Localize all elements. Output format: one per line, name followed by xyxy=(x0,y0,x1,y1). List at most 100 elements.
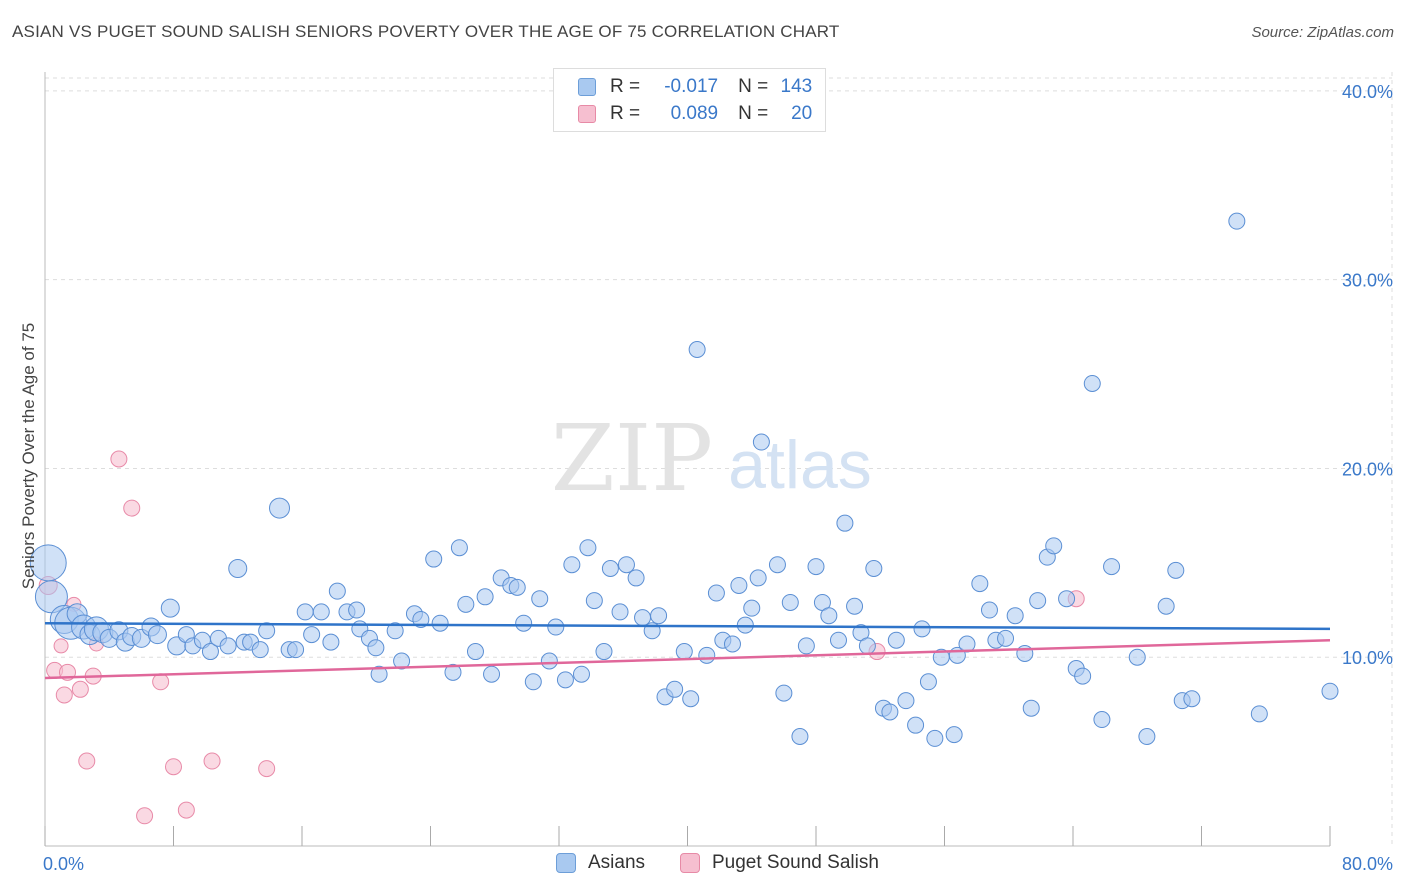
legend-row-asians: R = -0.017 N = 143 xyxy=(578,75,812,99)
data-point-asian xyxy=(650,607,668,625)
data-point-asian xyxy=(1183,690,1201,708)
y-tick-label: 10.0% xyxy=(1342,648,1393,668)
data-point-asian xyxy=(971,575,989,593)
data-point-asian xyxy=(476,588,494,606)
data-point-asian xyxy=(367,639,385,657)
series-asians xyxy=(29,212,1339,747)
y-axis-label: Seniors Poverty Over the Age of 75 xyxy=(19,323,38,589)
data-point-salish xyxy=(203,752,221,770)
data-point-asian xyxy=(370,665,388,683)
grid-lines xyxy=(45,72,1393,846)
data-point-asian xyxy=(752,433,770,451)
data-point-asian xyxy=(466,643,484,661)
data-point-asian xyxy=(919,673,937,691)
tick-labels: 10.0% 20.0% 30.0% 40.0% 0.0% 80.0% xyxy=(43,82,1393,874)
data-point-salish xyxy=(123,499,141,517)
data-point-asian xyxy=(228,558,248,578)
data-point-asian xyxy=(797,637,815,655)
data-point-asian xyxy=(579,539,597,557)
data-point-asian xyxy=(322,633,340,651)
data-point-asian xyxy=(634,609,652,627)
legend-r-value: 0.089 xyxy=(670,103,719,124)
data-point-asian xyxy=(913,620,931,638)
legend-n-value: 20 xyxy=(791,103,813,124)
legend-item-salish[interactable]: Puget Sound Salish xyxy=(680,852,879,874)
data-point-asian xyxy=(768,556,786,574)
data-point-asian xyxy=(450,539,468,557)
legend-item-asians[interactable]: Asians xyxy=(556,852,645,874)
data-point-asian xyxy=(858,637,876,655)
x-tick-label: 0.0% xyxy=(43,854,84,874)
data-point-salish xyxy=(110,450,128,468)
data-point-asian xyxy=(386,622,404,640)
correlation-legend: R = -0.017 N = 143 R = 0.089 N = 20 xyxy=(553,68,826,132)
data-point-salish xyxy=(165,758,182,776)
legend-label-asians: Asians xyxy=(588,852,646,873)
data-point-asian xyxy=(945,726,963,744)
data-point-asian xyxy=(483,665,501,683)
data-point-salish xyxy=(53,638,69,654)
data-point-asian xyxy=(666,680,684,698)
y-tick-label: 40.0% xyxy=(1342,82,1393,102)
legend-r-value: -0.017 xyxy=(664,76,719,97)
data-point-asian xyxy=(563,556,581,574)
data-point-salish xyxy=(78,752,96,770)
data-point-asian xyxy=(698,646,716,664)
data-point-asian xyxy=(743,599,761,617)
data-point-asian xyxy=(303,626,321,644)
data-point-asian xyxy=(601,559,619,577)
data-point-asian xyxy=(393,652,411,670)
data-point-asian xyxy=(219,637,237,655)
data-point-asian xyxy=(897,692,915,710)
data-point-asian xyxy=(201,643,219,661)
data-point-asian xyxy=(1138,728,1156,746)
data-point-asian xyxy=(425,550,443,568)
watermark-atlas: atlas xyxy=(728,427,872,503)
data-point-asian xyxy=(997,629,1015,647)
data-point-asian xyxy=(730,576,748,594)
data-point-salish xyxy=(55,686,73,704)
data-point-asian xyxy=(749,569,767,587)
data-point-asian xyxy=(296,603,314,621)
legend-swatch-asians xyxy=(556,853,576,873)
data-point-asian xyxy=(1058,590,1076,608)
data-point-salish xyxy=(258,760,276,778)
data-point-asian xyxy=(585,592,603,610)
data-point-asian xyxy=(781,593,799,611)
series-legend: Asians Puget Sound Salish xyxy=(0,852,1406,878)
data-point-asian xyxy=(515,614,533,632)
data-point-asian xyxy=(775,684,793,702)
data-point-asian xyxy=(820,607,838,625)
data-point-asian xyxy=(1128,648,1146,666)
data-point-asian xyxy=(1167,561,1185,579)
data-point-asian xyxy=(312,603,330,621)
legend-n-label: N = xyxy=(738,103,769,124)
data-point-asian xyxy=(572,665,590,683)
data-point-asian xyxy=(524,673,542,691)
data-point-salish xyxy=(152,673,170,691)
data-point-asian xyxy=(675,643,693,661)
data-point-salish xyxy=(177,801,195,819)
data-point-asian xyxy=(829,631,847,649)
data-point-salish xyxy=(136,807,154,825)
data-point-asian xyxy=(1029,592,1047,610)
trend-line-asians xyxy=(44,621,1331,631)
legend-n-label: N = xyxy=(738,76,769,97)
data-point-asian xyxy=(926,729,944,747)
data-point-asian xyxy=(1321,682,1339,700)
data-point-asian xyxy=(444,663,462,681)
trend-lines xyxy=(44,621,1331,680)
chart-title: ASIAN VS PUGET SOUND SALISH SENIORS POVE… xyxy=(12,22,840,41)
data-point-salish xyxy=(71,680,89,698)
data-point-asian xyxy=(348,601,366,619)
data-point-asian xyxy=(611,603,629,621)
data-point-asian xyxy=(1074,667,1092,685)
watermark-zip: ZIP xyxy=(551,405,713,512)
data-point-asian xyxy=(1103,558,1121,576)
data-point-asian xyxy=(1006,607,1024,625)
data-point-asian xyxy=(791,728,809,746)
legend-swatch-asians xyxy=(578,78,596,96)
x-tick-label: 80.0% xyxy=(1342,854,1393,874)
data-point-asian xyxy=(723,635,741,653)
